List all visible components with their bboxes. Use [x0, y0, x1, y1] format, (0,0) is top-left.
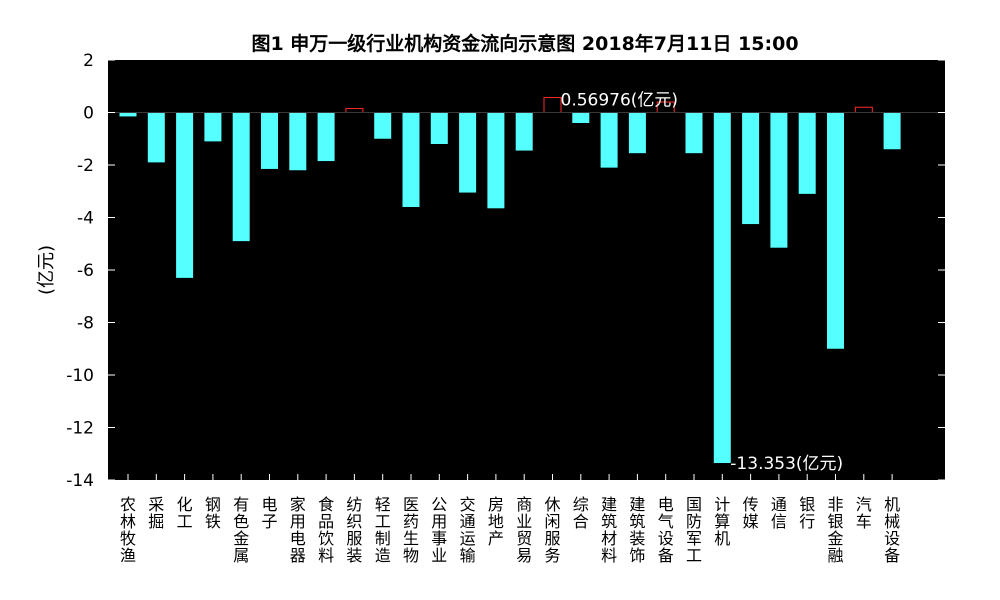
y-tick-label: -12 — [66, 419, 94, 439]
bar — [430, 112, 448, 144]
x-tick-label: 电气设备 — [658, 495, 674, 565]
data-label: -13.353(亿元) — [730, 454, 843, 474]
x-tick-label: 汽车 — [856, 495, 872, 531]
x-tick-label: 计算机 — [714, 495, 730, 548]
bar — [402, 112, 420, 207]
x-tick-label: 医药生物 — [403, 495, 419, 565]
x-tick-label: 电子 — [261, 495, 277, 531]
x-tick-label: 商业贸易 — [516, 495, 532, 565]
bar — [289, 112, 307, 171]
x-tick-label: 机械设备 — [884, 495, 900, 565]
x-tick-label: 通信 — [771, 495, 787, 531]
x-tick-label: 钢铁 — [205, 495, 221, 531]
x-tick-label: 农林牧渔 — [120, 495, 136, 565]
x-tick-label: 交通运输 — [460, 495, 476, 565]
bar — [798, 112, 816, 194]
bar — [317, 112, 335, 162]
bar — [487, 112, 505, 209]
bar — [204, 112, 222, 142]
annotations-group: 0.56976(亿元) -13.353(亿元) — [561, 91, 844, 474]
bar — [515, 112, 533, 151]
y-tick-label: -4 — [77, 209, 94, 229]
x-tick-label: 采掘 — [148, 495, 164, 531]
bar — [176, 112, 194, 278]
x-tick-label: 轻工制造 — [375, 495, 391, 565]
bar — [628, 112, 646, 154]
x-tick-label: 家用电器 — [290, 495, 306, 565]
bar — [600, 112, 618, 168]
bar — [770, 112, 788, 248]
y-tick-label: -10 — [66, 366, 94, 386]
y-axis-label: (亿元) — [36, 245, 57, 295]
x-tick-label: 建筑装饰 — [629, 495, 645, 565]
x-tick-label: 休闲服务 — [544, 495, 560, 565]
bar — [119, 112, 137, 117]
x-tick-label: 纺织服装 — [346, 495, 362, 565]
bar — [572, 112, 590, 123]
y-tick-label: -8 — [77, 314, 94, 334]
chart-title: 图1 申万一级行业机构资金流向示意图 2018年7月11日 15:00 — [251, 32, 798, 55]
data-label: 0.56976(亿元) — [561, 91, 679, 111]
y-tick-label: -14 — [66, 471, 94, 491]
y-tick-label: -6 — [77, 261, 94, 281]
y-axis: 2 0 -2 -4 -6 -8 -10 -12 -14 — [66, 51, 945, 491]
x-tick-label: 国防军工 — [686, 495, 702, 565]
y-tick-label: 2 — [83, 51, 94, 71]
bar — [685, 112, 703, 154]
x-tick-label: 建筑材料 — [601, 495, 617, 565]
bar — [742, 112, 760, 225]
x-tick-label: 传媒 — [743, 495, 759, 531]
x-tick-label: 非银金融 — [827, 495, 843, 565]
bar — [232, 112, 250, 242]
x-axis: 农林牧渔采掘化工钢铁有色金属电子家用电器食品饮料纺织服装轻工制造医药生物公用事业… — [120, 474, 900, 565]
bar — [147, 112, 165, 163]
bar — [883, 112, 901, 150]
x-tick-label: 有色金属 — [233, 495, 249, 565]
bars-group — [108, 97, 945, 464]
x-tick-label: 银行 — [799, 495, 815, 531]
bar — [827, 112, 844, 349]
y-tick-label: 0 — [83, 104, 94, 124]
y-tick-label: -2 — [77, 156, 94, 176]
bar — [374, 112, 392, 139]
bar — [459, 112, 477, 193]
x-tick-label: 房地产 — [488, 495, 504, 548]
x-tick-label: 综合 — [573, 495, 589, 531]
x-tick-label: 化工 — [177, 495, 193, 531]
x-tick-label: 食品饮料 — [318, 495, 334, 565]
x-tick-label: 公用事业 — [431, 495, 447, 565]
bar — [713, 112, 731, 464]
bar — [261, 112, 278, 169]
